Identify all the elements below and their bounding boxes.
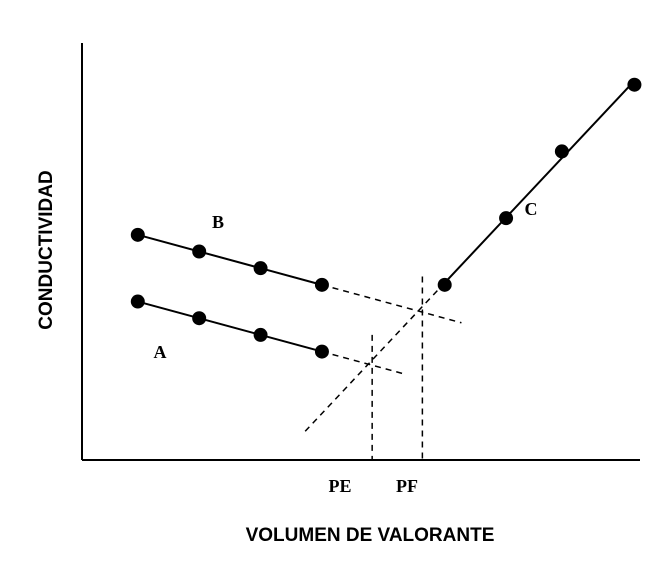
series-b-label: B — [212, 212, 224, 232]
series-c-point — [627, 77, 642, 92]
pf-marker-label: PF — [396, 476, 418, 496]
series-c-point — [437, 277, 452, 292]
y-axis-title: CONDUCTIVIDAD — [36, 170, 57, 329]
series-b-point — [314, 277, 329, 292]
series-a-point — [314, 344, 329, 359]
series-c-point — [554, 144, 569, 159]
series-c-line — [443, 80, 636, 284]
series-a-extrapolation — [321, 350, 406, 376]
series-b-point — [192, 244, 207, 259]
pe-marker-label: PE — [328, 476, 351, 496]
series-c-extrapolation — [304, 282, 446, 432]
data-points — [130, 77, 642, 359]
series-c-point — [499, 211, 514, 226]
x-axis-title: VOLUMEN DE VALORANTE — [246, 525, 495, 546]
series-c-label: C — [525, 199, 538, 219]
series-lines — [137, 80, 636, 353]
series-a-label: A — [154, 342, 167, 362]
equivalence-point-lines — [371, 276, 424, 460]
series-b-extrapolation — [321, 284, 462, 324]
series-b-line — [137, 233, 323, 286]
series-a-point — [253, 327, 268, 342]
extrapolation-lines — [304, 282, 462, 432]
series-b-point — [253, 261, 268, 276]
series-b-point — [130, 227, 145, 242]
series-a-point — [192, 311, 207, 326]
plot-area — [81, 43, 642, 461]
series-a-line — [137, 300, 323, 353]
series-a-point — [130, 294, 145, 309]
